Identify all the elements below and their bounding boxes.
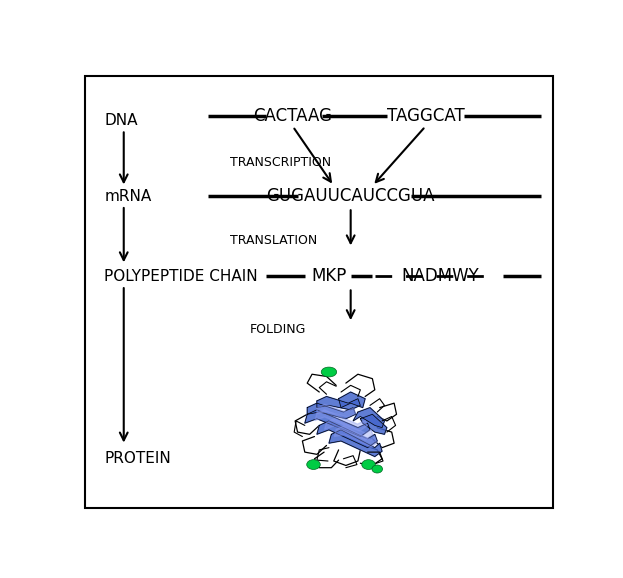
Polygon shape	[339, 392, 365, 407]
Text: DNA: DNA	[105, 113, 138, 128]
Text: TRANSLATION: TRANSLATION	[230, 234, 317, 247]
Text: NADMWY: NADMWY	[401, 267, 479, 286]
Ellipse shape	[305, 377, 348, 402]
Polygon shape	[317, 421, 378, 447]
Text: CACTAAG: CACTAAG	[253, 107, 332, 125]
Ellipse shape	[302, 421, 327, 439]
Ellipse shape	[340, 390, 366, 408]
Ellipse shape	[320, 405, 358, 432]
Ellipse shape	[317, 433, 351, 453]
Ellipse shape	[315, 368, 343, 384]
Polygon shape	[353, 407, 384, 428]
Ellipse shape	[336, 374, 360, 392]
Text: TRANSCRIPTION: TRANSCRIPTION	[230, 156, 331, 169]
Text: FOLDING: FOLDING	[249, 323, 306, 336]
Polygon shape	[329, 430, 382, 457]
Ellipse shape	[362, 460, 375, 469]
Polygon shape	[317, 397, 360, 410]
Ellipse shape	[288, 401, 316, 424]
Text: mRNA: mRNA	[105, 188, 151, 203]
Text: TAGGCAT: TAGGCAT	[387, 107, 464, 125]
Polygon shape	[305, 410, 370, 436]
Text: POLYPEPTIDE CHAIN: POLYPEPTIDE CHAIN	[105, 269, 258, 284]
Polygon shape	[317, 405, 356, 417]
Polygon shape	[335, 426, 377, 447]
Ellipse shape	[358, 425, 387, 443]
Text: MKP: MKP	[312, 267, 346, 286]
Text: GUGAUUCAUCCGUA: GUGAUUCAUCCGUA	[267, 187, 435, 205]
Polygon shape	[315, 410, 367, 431]
Polygon shape	[360, 414, 387, 434]
Polygon shape	[307, 403, 356, 418]
Ellipse shape	[362, 393, 392, 413]
Ellipse shape	[321, 367, 336, 377]
Text: PROTEIN: PROTEIN	[105, 451, 171, 466]
Polygon shape	[325, 418, 373, 440]
Ellipse shape	[307, 460, 320, 469]
Ellipse shape	[372, 465, 383, 473]
